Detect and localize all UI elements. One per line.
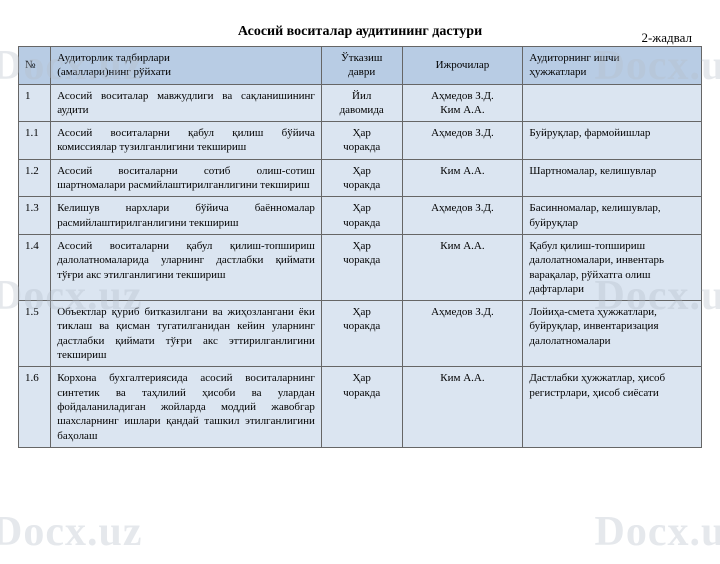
cell-num: 1.4 [19,234,51,300]
table-row: 1 Асосий воситалар мавжудлиги ва сақлани… [19,84,702,122]
table-row: 1.1 Асосий воситаларни қабул қилиш бўйич… [19,122,702,160]
watermark: Docx.uz [595,508,720,556]
watermark: Docx.uz [0,508,142,556]
cell-doc: Қабул қилиш-топшириш далолатномалари, ин… [523,234,702,300]
cell-num: 1.3 [19,197,51,235]
cell-doc [523,84,702,122]
cell-doc: Дастлабки ҳужжатлар, ҳисоб регистрлари, … [523,367,702,447]
cell-doc: Лойиҳа-смета ҳужжатлари, буйруқлар, инве… [523,301,702,367]
cell-activity: Асосий воситалар мавжудлиги ва сақланиши… [51,84,322,122]
table-row: 1.5 Объектлар қуриб битказилгани ва жиҳо… [19,301,702,367]
cell-num: 1.6 [19,367,51,447]
cell-executor: Аҳмедов З.Д. [402,197,523,235]
cell-num: 1.5 [19,301,51,367]
cell-activity: Корхона бухгалтериясида асосий воситалар… [51,367,322,447]
cell-period: Ҳарчоракда [321,234,402,300]
cell-activity: Асосий воситаларни қабул қилиш-топшириш … [51,234,322,300]
cell-activity: Асосий воситаларни сотиб олиш-сотиш шарт… [51,159,322,197]
cell-period: Ҳарчоракда [321,159,402,197]
cell-executor: Аҳмедов З.Д. [402,122,523,160]
cell-executor: Ким А.А. [402,367,523,447]
table-row: 1.4 Асосий воситаларни қабул қилиш-топши… [19,234,702,300]
table-row: 1.6 Корхона бухгалтериясида асосий восит… [19,367,702,447]
col-header-period: Ўтказишдаври [321,47,402,85]
cell-doc: Буйруқлар, фармойишлар [523,122,702,160]
cell-num: 1 [19,84,51,122]
cell-period: Ҳарчоракда [321,301,402,367]
cell-activity: Объектлар қуриб битказилгани ва жиҳозлан… [51,301,322,367]
cell-period: Ҳарчоракда [321,197,402,235]
cell-activity: Асосий воситаларни қабул қилиш бўйича ко… [51,122,322,160]
cell-executor: Ким А.А. [402,234,523,300]
cell-num: 1.1 [19,122,51,160]
cell-executor: Аҳмедов З.Д.Ким А.А. [402,84,523,122]
col-header-num: № [19,47,51,85]
table-number-label: 2-жадвал [641,30,692,46]
cell-activity: Келишув нархлари бўйича баённомалар расм… [51,197,322,235]
cell-period: Ҳарчоракда [321,367,402,447]
table-row: 1.2 Асосий воситаларни сотиб олиш-сотиш … [19,159,702,197]
cell-doc: Шартномалар, келишувлар [523,159,702,197]
cell-period: Йилдавомида [321,84,402,122]
page-title: Асосий воситалар аудитининг дастури [0,24,720,40]
col-header-executors: Ижрочилар [402,47,523,85]
cell-executor: Аҳмедов З.Д. [402,301,523,367]
table-container: № Аудиторлик тадбирлари(амаллари)нинг рў… [0,46,720,448]
cell-executor: Ким А.А. [402,159,523,197]
cell-doc: Басинномалар, келишувлар, буйруқлар [523,197,702,235]
audit-program-table: № Аудиторлик тадбирлари(амаллари)нинг рў… [18,46,702,448]
col-header-activities: Аудиторлик тадбирлари(амаллари)нинг рўйх… [51,47,322,85]
col-header-docs: Аудиторнинг ишчиҳужжатлари [523,47,702,85]
cell-period: Ҳарчоракда [321,122,402,160]
table-header-row: № Аудиторлик тадбирлари(амаллари)нинг рў… [19,47,702,85]
cell-num: 1.2 [19,159,51,197]
table-row: 1.3 Келишув нархлари бўйича баённомалар … [19,197,702,235]
